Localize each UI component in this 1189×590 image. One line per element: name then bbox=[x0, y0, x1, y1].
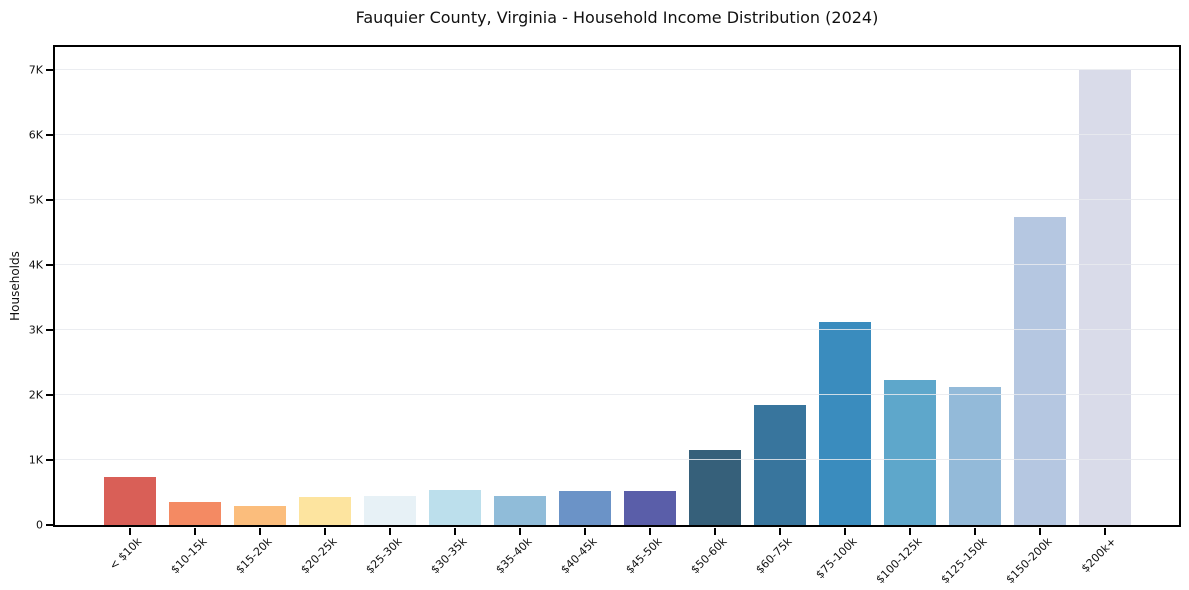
y-tick-label: 4K bbox=[28, 258, 43, 272]
bar-slot: $45-50k bbox=[623, 47, 676, 576]
gridline bbox=[55, 393, 1179, 395]
x-tick-mark bbox=[129, 528, 131, 535]
x-tick-mark bbox=[519, 528, 521, 535]
x-tick-label: $40-45k bbox=[557, 535, 600, 577]
x-tick-label: $125-150k bbox=[938, 535, 990, 587]
x-tick-mark bbox=[844, 528, 846, 535]
y-tick-mark bbox=[46, 328, 53, 331]
y-tick-mark bbox=[46, 198, 53, 201]
x-tick-label: < $10k bbox=[106, 535, 145, 573]
x-tick-label: $50-60k bbox=[687, 535, 730, 577]
x-tick-label: $75-100k bbox=[812, 535, 860, 582]
x-tick-label: $200k+ bbox=[1079, 535, 1120, 576]
bar-50-60k bbox=[689, 449, 741, 525]
x-tick-label: $15-20k bbox=[232, 535, 275, 577]
y-axis-ticks: 0 1K 2K 3K 4K 5K 6K 7K bbox=[29, 47, 1179, 532]
x-tick-label: $100-125k bbox=[873, 535, 925, 587]
y-tick-mark bbox=[46, 68, 53, 71]
bar-slot: $60-75k bbox=[753, 47, 806, 576]
x-tick-mark bbox=[974, 528, 976, 535]
bar-75-100k bbox=[819, 322, 871, 525]
x-tick-mark bbox=[779, 528, 781, 535]
bar-slot: $15-20k bbox=[233, 47, 286, 576]
x-tick-label: $20-25k bbox=[297, 535, 340, 577]
y-tick-label: 0 bbox=[36, 518, 43, 532]
y-tick-label: 2K bbox=[28, 388, 43, 402]
bar-15-20k bbox=[234, 505, 286, 525]
bar-slot: $75-100k bbox=[813, 47, 871, 581]
bar-20-25k bbox=[299, 497, 351, 525]
x-tick-label: $150-200k bbox=[1003, 535, 1055, 587]
x-tick-mark bbox=[324, 528, 326, 535]
x-tick-mark bbox=[649, 528, 651, 535]
y-tick-mark bbox=[46, 263, 53, 266]
y-tick-mark bbox=[46, 524, 53, 526]
bar-125-150k bbox=[949, 387, 1001, 525]
x-tick-mark bbox=[389, 528, 391, 535]
gridline bbox=[55, 133, 1179, 135]
bar-slot: $100-125k bbox=[873, 47, 936, 586]
x-tick-mark bbox=[909, 528, 911, 535]
bar-slot: $125-150k bbox=[938, 47, 1001, 586]
bar-slot: $40-45k bbox=[558, 47, 611, 576]
bar-10k bbox=[104, 476, 156, 525]
x-tick-mark bbox=[1039, 528, 1041, 535]
bar-150-200k bbox=[1014, 217, 1066, 525]
bar-45-50k bbox=[624, 490, 676, 525]
bar-slot: $25-30k bbox=[363, 47, 416, 576]
x-tick-mark bbox=[194, 528, 196, 535]
y-axis-label: Households bbox=[8, 251, 22, 321]
gridline bbox=[55, 198, 1179, 200]
bar-100-125k bbox=[884, 379, 936, 525]
x-tick-label: $45-50k bbox=[622, 535, 665, 577]
gridline bbox=[55, 458, 1179, 460]
bar-slot: $20-25k bbox=[298, 47, 351, 576]
bar-slot: $10-15k bbox=[168, 47, 221, 576]
x-tick-mark bbox=[1104, 528, 1106, 535]
x-tick-mark bbox=[584, 528, 586, 535]
y-tick-label: 7K bbox=[28, 63, 43, 77]
bar-slot: $150-200k bbox=[1003, 47, 1066, 586]
bars-layer: < $10k $10-15k $15-20k $20-25k $25-30k $30-35… bbox=[104, 47, 1131, 586]
x-tick-label: $30-35k bbox=[427, 535, 470, 577]
x-tick-mark bbox=[454, 528, 456, 535]
y-tick-mark bbox=[46, 458, 53, 461]
x-tick-label: $60-75k bbox=[752, 535, 795, 577]
chart-title: Fauquier County, Virginia - Household In… bbox=[355, 8, 879, 27]
bar-slot: $30-35k bbox=[428, 47, 481, 576]
y-tick-mark bbox=[46, 393, 53, 396]
bar-slot: < $10k bbox=[104, 47, 156, 573]
gridline bbox=[55, 68, 1179, 70]
bar-30-35k bbox=[429, 489, 481, 525]
bar-slot: $35-40k bbox=[493, 47, 546, 576]
y-tick-label: 1K bbox=[28, 453, 43, 467]
gridline bbox=[55, 263, 1179, 265]
x-tick-label: $25-30k bbox=[362, 535, 405, 577]
bar-10-15k bbox=[169, 501, 221, 525]
y-tick-label: 5K bbox=[28, 193, 43, 207]
x-tick-mark bbox=[714, 528, 716, 535]
bar-slot: $50-60k bbox=[688, 47, 741, 576]
y-tick-label: 3K bbox=[28, 323, 43, 337]
bar-35-40k bbox=[494, 496, 546, 525]
bar-25-30k bbox=[364, 495, 416, 525]
y-tick-mark bbox=[46, 133, 53, 136]
x-tick-label: $10-15k bbox=[167, 535, 210, 577]
bar-60-75k bbox=[754, 405, 806, 525]
bar-slot: $200k+ bbox=[1079, 47, 1131, 575]
gridlines-layer bbox=[55, 47, 1179, 525]
plot-area: 0 1K 2K 3K 4K 5K 6K 7K < $10k $10-15k $15-20k $20-… bbox=[29, 45, 1181, 586]
bar-200k bbox=[1079, 69, 1131, 525]
gridline bbox=[55, 328, 1179, 330]
x-tick-label: $35-40k bbox=[492, 535, 535, 577]
bar-40-45k bbox=[559, 491, 611, 525]
y-tick-label: 6K bbox=[28, 128, 43, 142]
x-tick-mark bbox=[259, 528, 261, 535]
